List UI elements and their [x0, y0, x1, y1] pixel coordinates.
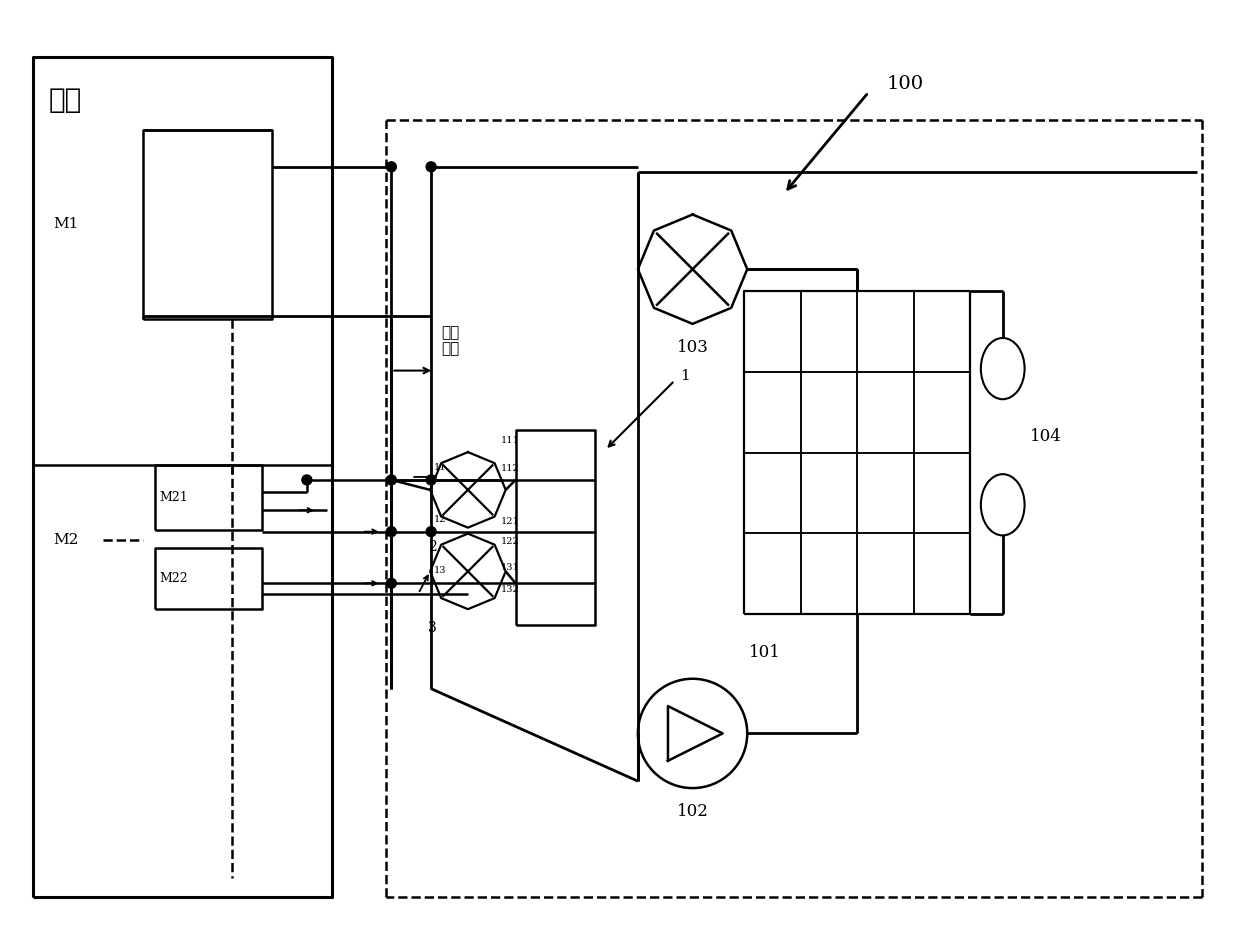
Circle shape	[427, 162, 436, 172]
Text: 2: 2	[428, 540, 436, 554]
Text: 12: 12	[434, 515, 446, 524]
Text: 121: 121	[501, 517, 520, 526]
Ellipse shape	[981, 338, 1024, 399]
Text: 1: 1	[680, 369, 689, 382]
Text: 122: 122	[501, 537, 520, 546]
Text: M1: M1	[53, 218, 79, 231]
Circle shape	[301, 475, 311, 485]
Text: 111: 111	[501, 436, 520, 445]
Circle shape	[427, 475, 436, 485]
Text: 101: 101	[749, 644, 781, 661]
Text: 3: 3	[428, 621, 436, 635]
Text: 103: 103	[677, 339, 708, 356]
Circle shape	[387, 578, 397, 589]
Text: M2: M2	[53, 532, 79, 546]
Text: 131: 131	[501, 562, 520, 572]
Circle shape	[387, 475, 397, 485]
Text: 房间: 房间	[48, 87, 82, 115]
Text: 104: 104	[1029, 428, 1061, 445]
Text: M21: M21	[160, 491, 188, 504]
Text: 102: 102	[677, 803, 708, 820]
Circle shape	[387, 527, 397, 536]
Text: 13: 13	[434, 566, 446, 576]
Text: 11: 11	[434, 463, 446, 472]
Text: 循环
液体: 循环 液体	[441, 326, 459, 356]
Circle shape	[387, 162, 397, 172]
Text: 100: 100	[887, 75, 924, 93]
Text: 112: 112	[501, 464, 520, 472]
Circle shape	[427, 527, 436, 536]
Text: M22: M22	[160, 572, 188, 585]
Ellipse shape	[981, 474, 1024, 535]
Text: 132: 132	[501, 585, 520, 593]
